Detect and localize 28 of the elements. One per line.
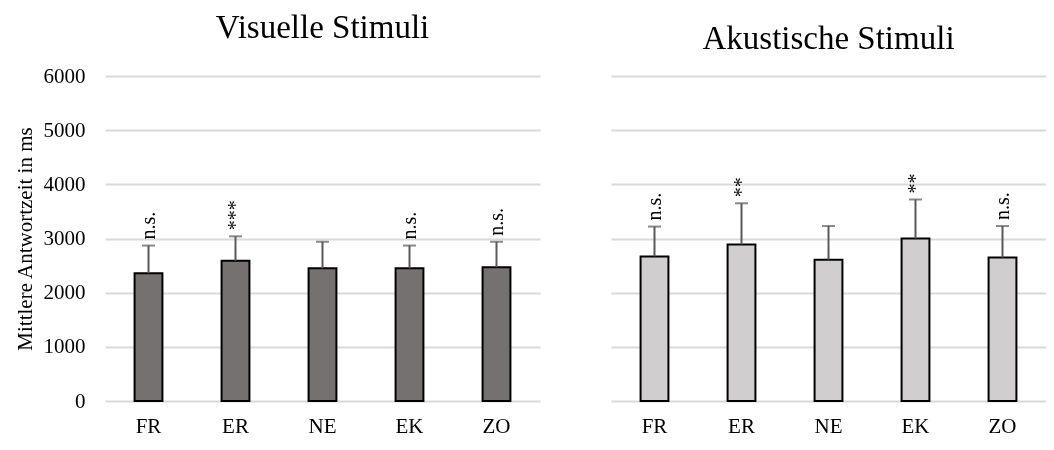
y-tick-label: 6000 bbox=[43, 63, 86, 88]
x-tick-label: EK bbox=[395, 413, 424, 438]
y-tick-label: 5000 bbox=[43, 117, 86, 142]
annotation: n.s. bbox=[136, 211, 159, 240]
x-tick-label: NE bbox=[308, 413, 337, 438]
annotation: *** bbox=[223, 200, 246, 231]
annotation: n.s. bbox=[990, 192, 1013, 221]
annotation: n.s. bbox=[397, 211, 420, 240]
y-axis-title: Mittlere Antwortzeit in ms bbox=[12, 127, 37, 351]
annotation: ** bbox=[903, 173, 926, 194]
y-tick-label: 3000 bbox=[43, 226, 86, 250]
x-tick-label: ER bbox=[222, 413, 249, 438]
x-tick-label: FR bbox=[135, 413, 162, 438]
x-tick-label: ZO bbox=[482, 413, 511, 438]
chart-title: Akustische Stimuli bbox=[702, 20, 955, 56]
y-tick-label: 1000 bbox=[43, 334, 86, 359]
x-tick-label: EK bbox=[901, 413, 930, 438]
chart-title: Visuelle Stimuli bbox=[215, 9, 430, 45]
x-tick-label: ER bbox=[728, 413, 755, 438]
x-tick-label: ZO bbox=[988, 413, 1017, 438]
y-tick-label: 2000 bbox=[43, 280, 86, 305]
annotation: ** bbox=[729, 177, 752, 198]
annotation: n.s. bbox=[642, 192, 665, 221]
y-tick-label: 0 bbox=[75, 388, 86, 413]
y-tick-label: 4000 bbox=[43, 171, 86, 196]
x-tick-label: FR bbox=[641, 413, 668, 438]
x-tick-label: NE bbox=[814, 413, 843, 438]
annotation: n.s. bbox=[484, 207, 507, 236]
